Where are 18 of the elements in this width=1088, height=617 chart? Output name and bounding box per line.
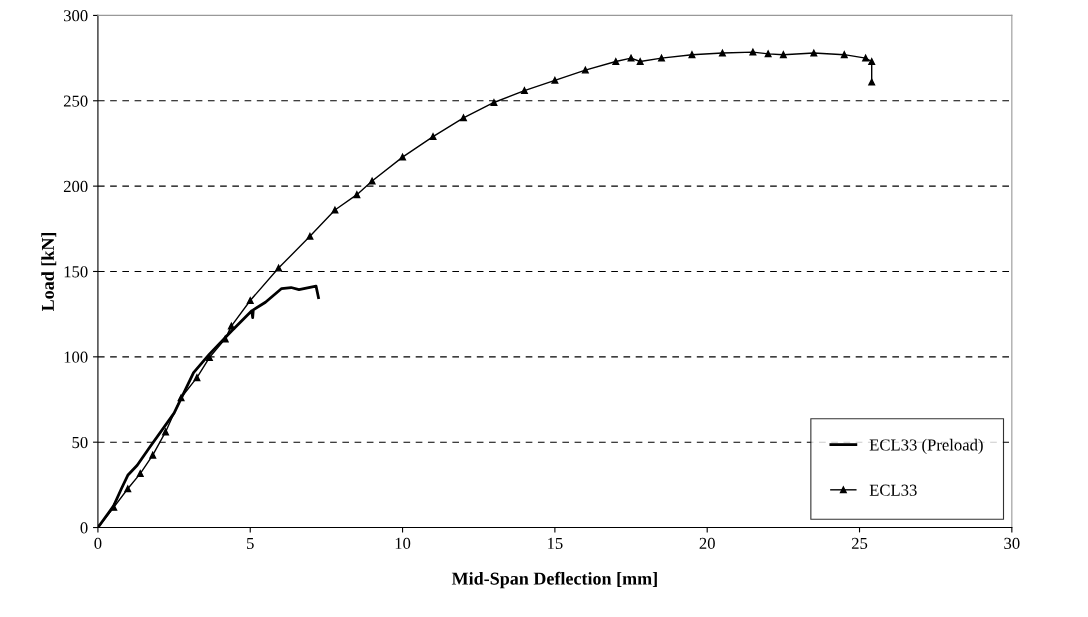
y-tick-label: 200	[63, 180, 88, 193]
y-tick-label: 100	[64, 351, 88, 363]
x-tick-label: 30	[1004, 537, 1020, 549]
y-tick-label: 250	[63, 95, 88, 107]
y-tick-label: 0	[80, 522, 88, 534]
x-tick-label: 5	[247, 537, 254, 549]
legend-label: ECL33	[869, 484, 917, 496]
x-tick-label: 20	[699, 537, 715, 549]
x-tick-label: 15	[548, 537, 563, 549]
y-axis-title: Load [kN]	[41, 232, 57, 312]
x-axis-title: Mid-Span Deflection [mm]	[451, 571, 657, 589]
x-tick-label: 0	[94, 537, 102, 549]
x-tick-label: 25	[851, 537, 868, 549]
legend-label: ECL33 (Preload)	[869, 438, 983, 454]
x-tick-label: 10	[395, 537, 411, 549]
y-tick-label: 50	[72, 436, 88, 449]
y-tick-label: 300	[63, 10, 88, 22]
y-tick-label: 150	[64, 266, 88, 278]
